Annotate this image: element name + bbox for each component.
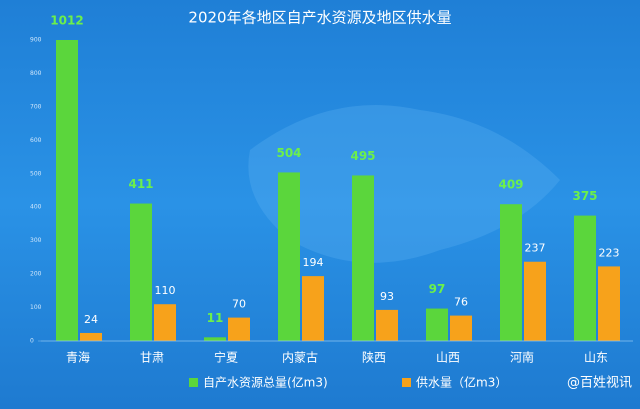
bar bbox=[278, 172, 300, 341]
bar bbox=[154, 304, 176, 341]
bar bbox=[426, 308, 448, 341]
bar bbox=[500, 204, 522, 341]
watermark: @百姓视讯 bbox=[567, 376, 632, 391]
legend-label: 供水量（亿m3） bbox=[416, 375, 507, 390]
chart-title: 2020年各地区自产水资源及地区供水量 bbox=[188, 9, 451, 27]
data-label: 97 bbox=[429, 282, 446, 296]
data-label: 375 bbox=[572, 189, 597, 203]
legend-swatch bbox=[189, 378, 198, 387]
map-shape bbox=[248, 105, 560, 263]
data-label: 237 bbox=[525, 242, 546, 255]
y-tick-label: 0 bbox=[30, 338, 34, 345]
data-label: 504 bbox=[276, 146, 301, 160]
data-label: 411 bbox=[128, 177, 153, 191]
x-tick-label: 内蒙古 bbox=[282, 350, 318, 365]
bar bbox=[228, 317, 250, 341]
bar bbox=[352, 175, 374, 341]
bar bbox=[598, 266, 620, 341]
data-label: 223 bbox=[599, 246, 620, 259]
y-tick-label: 500 bbox=[30, 170, 42, 177]
x-tick-label: 山西 bbox=[436, 351, 460, 365]
y-tick-label: 800 bbox=[30, 70, 42, 77]
data-label: 70 bbox=[232, 298, 246, 311]
data-label: 11 bbox=[207, 311, 224, 325]
data-label: 1012 bbox=[50, 14, 83, 28]
bar bbox=[56, 40, 78, 341]
bar bbox=[574, 215, 596, 341]
data-label: 409 bbox=[498, 178, 523, 192]
x-tick-label: 宁夏 bbox=[214, 350, 238, 365]
x-tick-label: 甘肃 bbox=[140, 351, 164, 365]
x-tick-label: 河南 bbox=[510, 350, 534, 365]
data-label: 93 bbox=[380, 290, 394, 303]
x-tick-label: 青海 bbox=[66, 350, 90, 365]
y-tick-label: 900 bbox=[30, 37, 42, 44]
y-tick-label: 300 bbox=[30, 237, 42, 244]
bar bbox=[376, 309, 398, 341]
data-label: 495 bbox=[350, 149, 375, 163]
bar bbox=[450, 315, 472, 341]
y-tick-label: 100 bbox=[30, 304, 42, 311]
bar bbox=[204, 337, 226, 341]
bar bbox=[524, 261, 546, 341]
plot-area bbox=[56, 40, 620, 341]
data-label: 24 bbox=[84, 313, 98, 326]
y-tick-label: 600 bbox=[30, 137, 42, 144]
bar bbox=[302, 276, 324, 341]
data-label: 110 bbox=[155, 284, 176, 297]
x-tick-label: 山东 bbox=[584, 351, 608, 365]
bar bbox=[80, 332, 102, 341]
legend-swatch bbox=[402, 378, 411, 387]
y-tick-label: 400 bbox=[30, 204, 42, 211]
legend-label: 自产水资源总量(亿m3) bbox=[203, 375, 328, 390]
data-label: 194 bbox=[303, 256, 324, 269]
bar bbox=[130, 203, 152, 341]
y-tick-label: 200 bbox=[30, 271, 42, 278]
x-tick-label: 陕西 bbox=[362, 350, 386, 365]
y-tick-label: 700 bbox=[30, 103, 42, 110]
data-label: 76 bbox=[454, 296, 468, 309]
